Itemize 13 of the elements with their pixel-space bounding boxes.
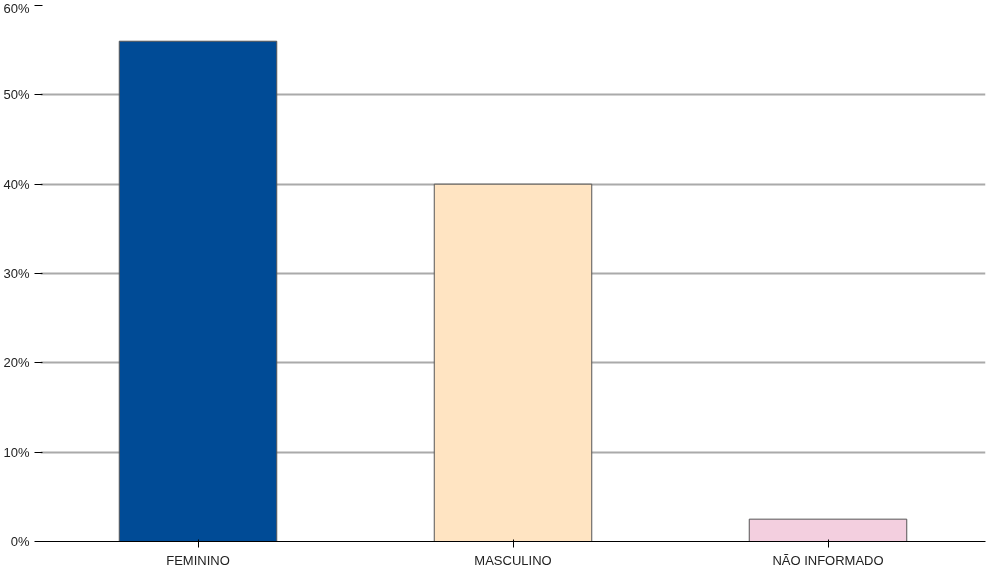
x-tick-label: FEMININO	[166, 552, 230, 568]
bar	[748, 518, 908, 542]
y-tick-label: 60%	[3, 0, 30, 16]
y-tick-label: 50%	[3, 87, 30, 103]
y-tick-label: 0%	[10, 534, 30, 549]
y-tick-label: 40%	[3, 176, 30, 192]
y-tick-label: 20%	[3, 355, 30, 371]
y-tick-label: 30%	[3, 266, 30, 281]
bar	[118, 40, 278, 542]
bar	[433, 183, 593, 542]
x-tick-label: MASCULINO	[474, 552, 552, 568]
y-tick-label: 10%	[3, 444, 30, 460]
x-tick-label: NÃO INFORMADO	[772, 552, 884, 568]
